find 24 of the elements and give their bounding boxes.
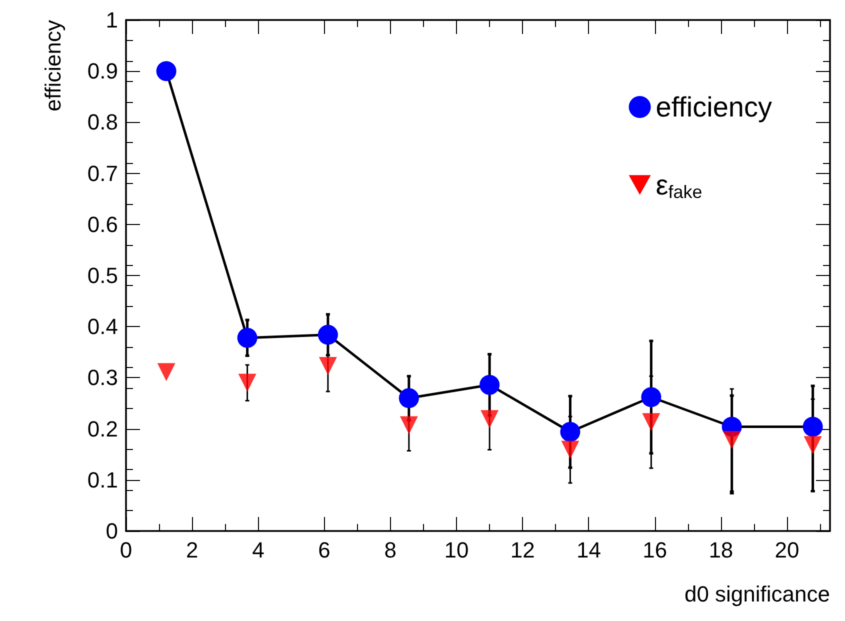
x-tick-label: 12 <box>510 538 535 562</box>
y-tick-label: 0.7 <box>87 160 118 186</box>
y-tick-label: 0.9 <box>87 58 118 84</box>
y-axis-title: efficiency <box>40 20 66 112</box>
y-tick-label: 0.6 <box>87 212 118 237</box>
x-tick-label: 14 <box>576 538 601 562</box>
x-tick-label: 8 <box>384 538 397 562</box>
legend-label: efficiency <box>656 92 772 122</box>
x-tick-label: 16 <box>642 538 668 562</box>
y-tick-label: 0 <box>106 518 118 544</box>
x-tick-label: 18 <box>708 538 734 562</box>
y-tick-label: 1 <box>106 8 118 32</box>
x-axis-title: d0 significance <box>684 582 830 606</box>
y-tick-label: 0.2 <box>87 416 118 442</box>
y-tick-label: 0.1 <box>87 467 118 492</box>
x-tick-label: 2 <box>186 538 198 562</box>
x-tick-label: 20 <box>774 538 800 562</box>
x-tick-label: 4 <box>252 538 264 562</box>
x-tick-label: 6 <box>318 538 330 562</box>
x-tick-label: 10 <box>444 538 469 562</box>
y-tick-label: 0.3 <box>87 365 118 390</box>
y-tick-label: 0.4 <box>87 314 118 340</box>
y-tick-label: 0.8 <box>87 110 118 135</box>
y-tick-label: 0.5 <box>87 263 118 288</box>
